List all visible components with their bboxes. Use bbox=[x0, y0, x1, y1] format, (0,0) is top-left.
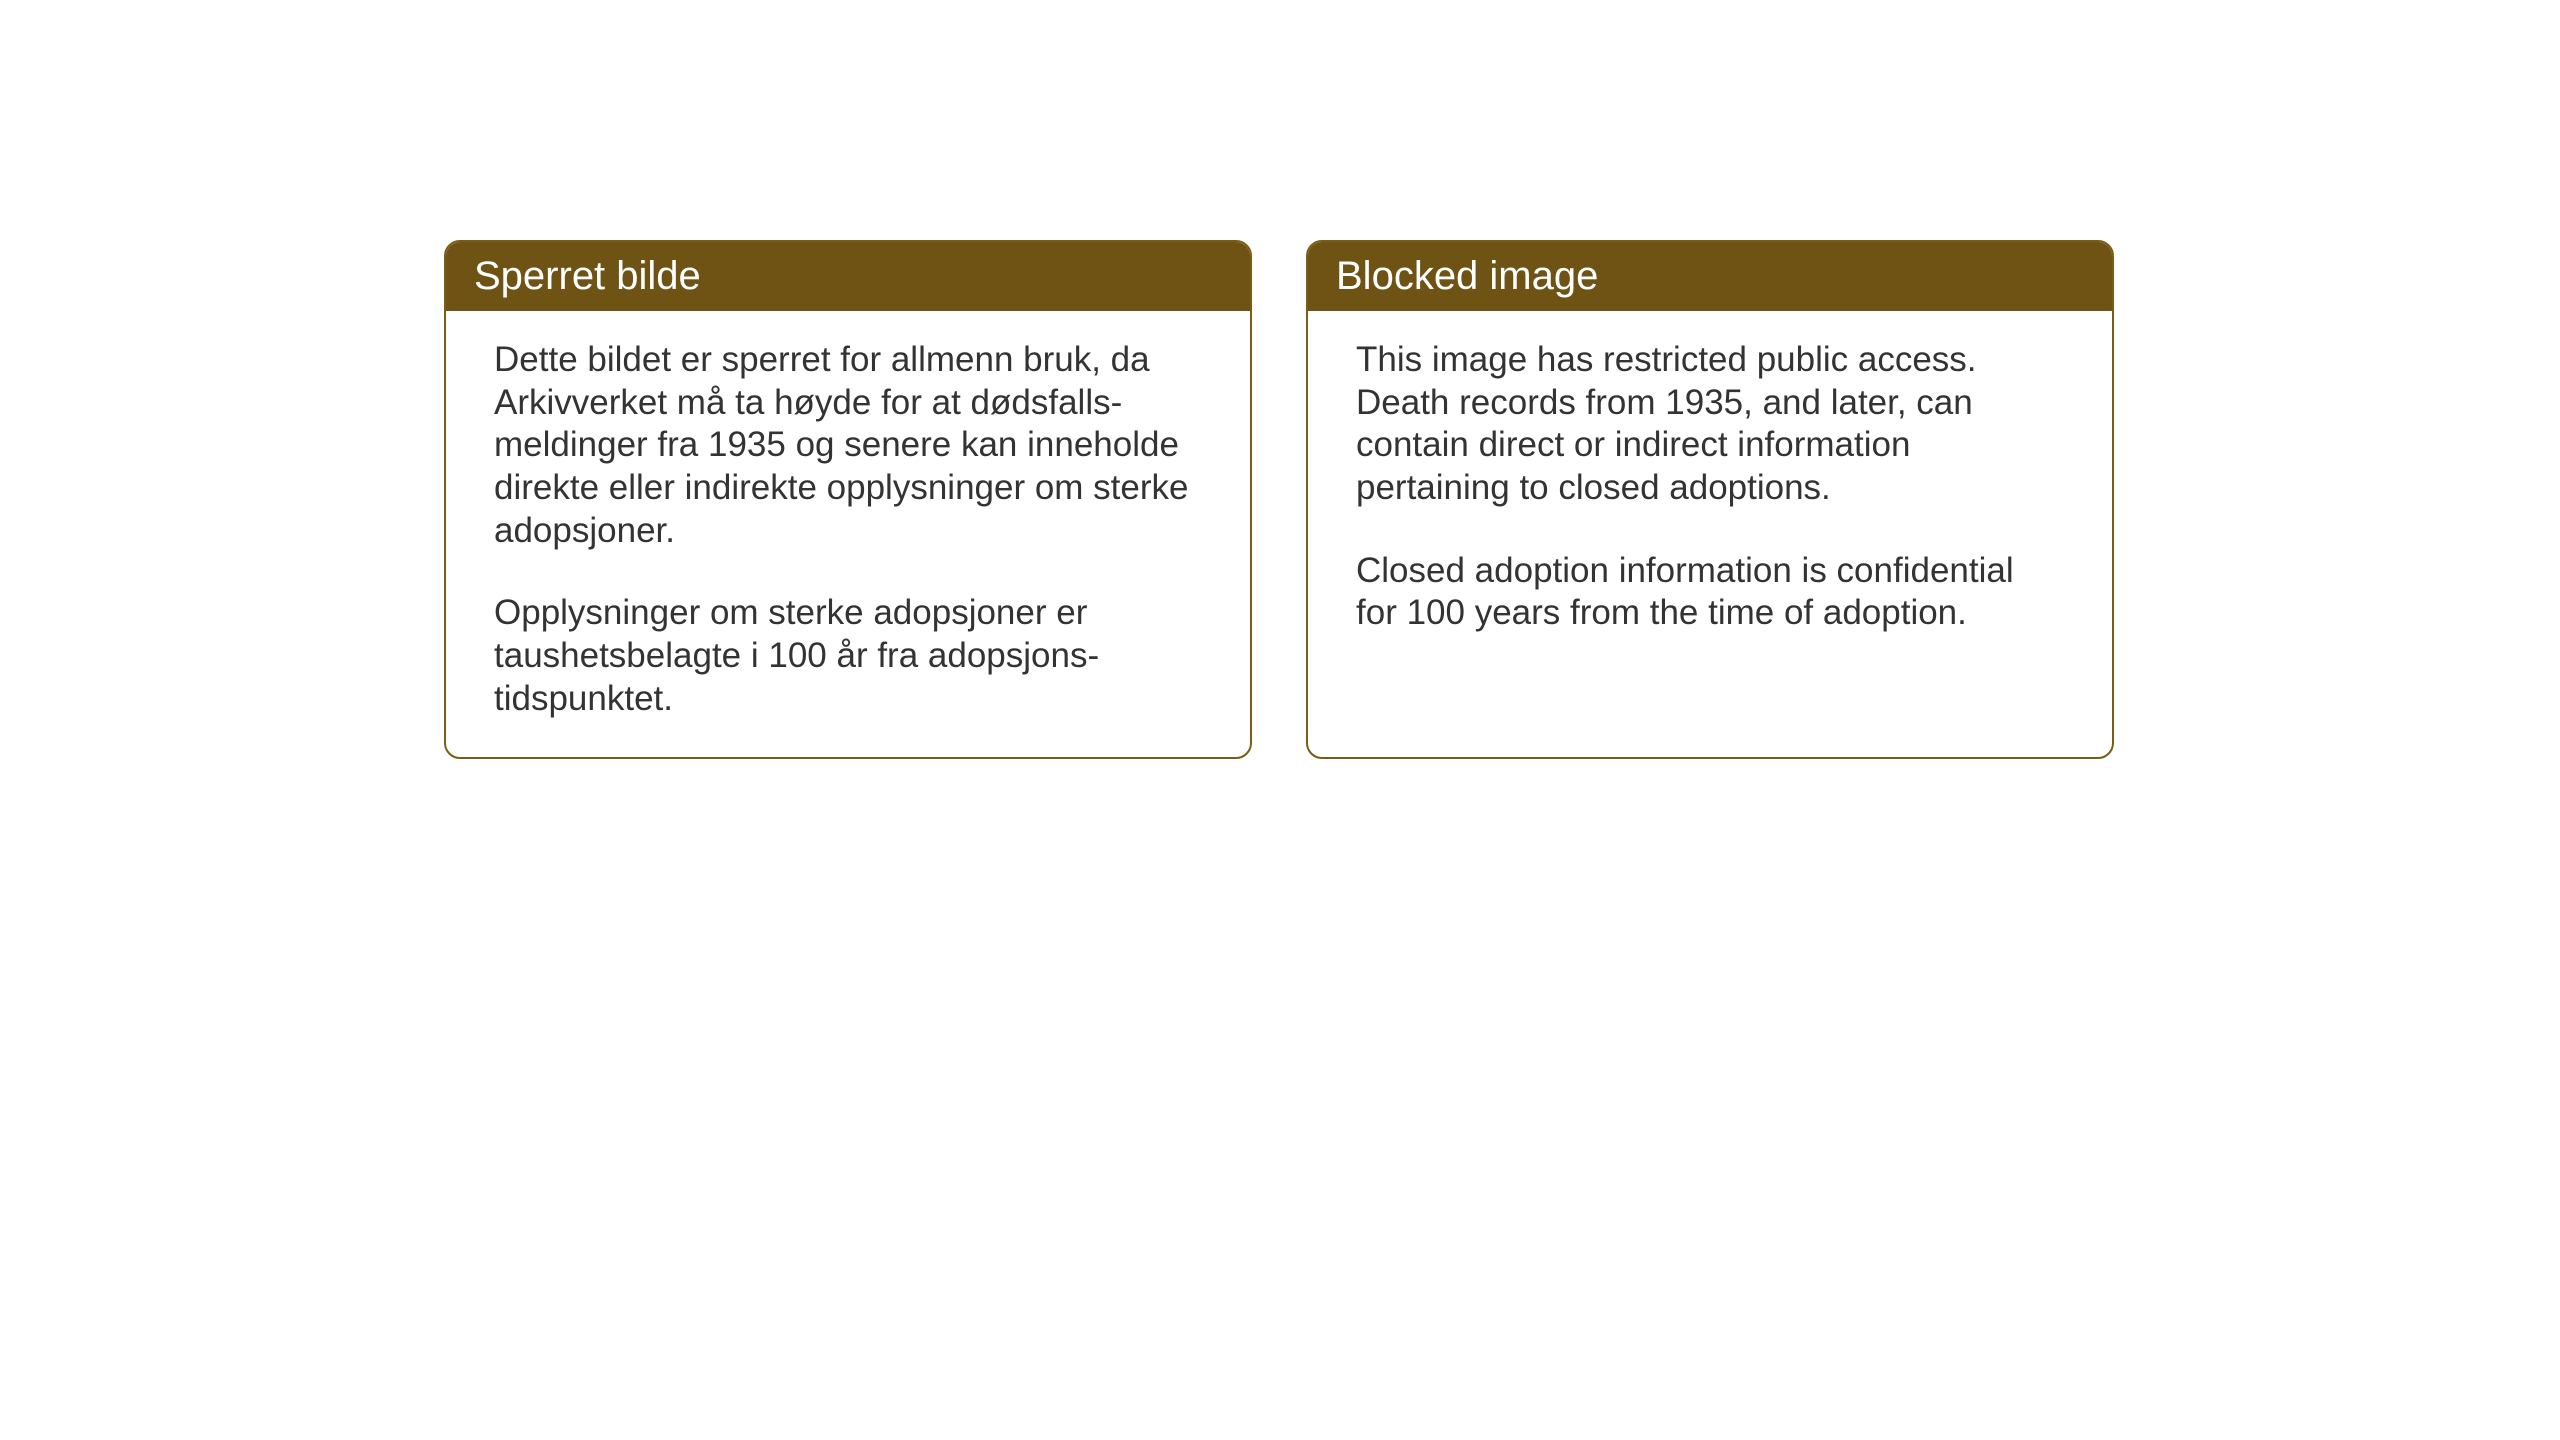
notice-cards-container: Sperret bilde Dette bildet er sperret fo… bbox=[444, 240, 2114, 759]
card-title-norwegian: Sperret bilde bbox=[474, 254, 701, 298]
card-title-english: Blocked image bbox=[1336, 254, 1598, 298]
card-paragraph-2-norwegian: Opplysninger om sterke adopsjoner er tau… bbox=[494, 592, 1202, 720]
notice-card-norwegian: Sperret bilde Dette bildet er sperret fo… bbox=[444, 240, 1252, 759]
card-body-norwegian: Dette bildet er sperret for allmenn bruk… bbox=[446, 311, 1250, 757]
card-header-english: Blocked image bbox=[1308, 242, 2112, 311]
card-header-norwegian: Sperret bilde bbox=[446, 242, 1250, 311]
notice-card-english: Blocked image This image has restricted … bbox=[1306, 240, 2114, 759]
card-paragraph-1-norwegian: Dette bildet er sperret for allmenn bruk… bbox=[494, 339, 1202, 552]
card-body-english: This image has restricted public access.… bbox=[1308, 311, 2112, 671]
card-paragraph-1-english: This image has restricted public access.… bbox=[1356, 339, 2064, 510]
card-paragraph-2-english: Closed adoption information is confident… bbox=[1356, 550, 2064, 635]
